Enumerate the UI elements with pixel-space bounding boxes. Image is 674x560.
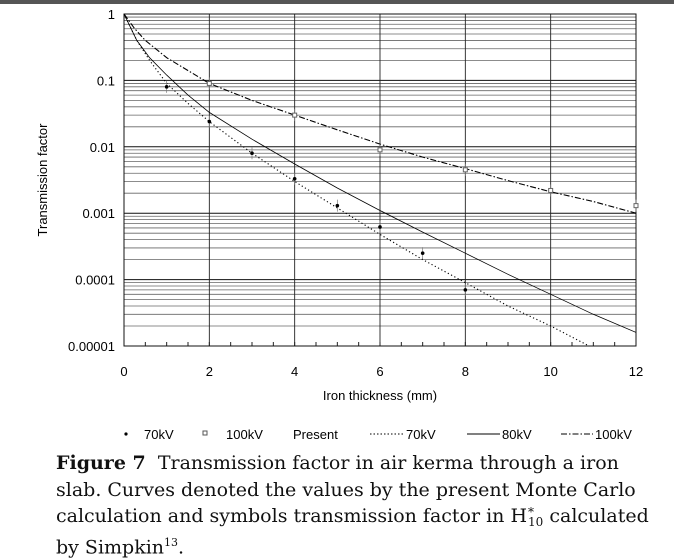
reference-number: 13 (164, 535, 179, 549)
legend-70kv-symbol: 70kV (144, 427, 174, 442)
data-point-70kv (420, 251, 425, 255)
legend-100kv-curve: 100kV (595, 427, 632, 442)
legend-present: Present (293, 427, 338, 442)
data-point-70kv (335, 203, 340, 208)
figure-caption: Figure 7 Transmission factor in air kerm… (56, 450, 656, 560)
data-point-70kv (463, 288, 468, 292)
data-point-100kv (292, 112, 298, 118)
data-point-100kv (377, 147, 383, 153)
data-point-100kv (633, 203, 639, 209)
tick-labels: 0 2 4 6 8 10 12 1 0.1 0.01 0.001 0.0001 0.00001 (68, 7, 643, 379)
figure-label: Figure 7 (56, 452, 146, 474)
curves (123, 13, 637, 347)
data-point-70kv (164, 85, 169, 89)
legend-70kv-curve: 70kV (406, 427, 436, 442)
x-tick-label: 2 (206, 364, 213, 379)
h-superscript: * (528, 505, 535, 519)
y-axis-label: Transmission factor (35, 123, 50, 237)
data-point-70kv (292, 176, 297, 181)
caption-text: Transmission factor in air kerma through… (56, 452, 636, 527)
y-tick-label: 0.001 (82, 206, 115, 221)
data-points (164, 77, 639, 296)
grid (123, 13, 637, 347)
x-tick-label: 4 (291, 364, 298, 379)
legend-100kv-symbol: 100kV (226, 427, 263, 442)
data-point-70kv (378, 225, 382, 229)
legend-80kv-curve: 80kV (502, 427, 532, 442)
x-tick-label: 10 (543, 364, 557, 379)
data-point-70kv (207, 119, 212, 124)
x-tick-label: 8 (462, 364, 469, 379)
legend-dot-marker (124, 432, 128, 436)
y-tick-label: 0.00001 (68, 339, 115, 354)
curve-present-70kv (123, 13, 590, 347)
data-point-100kv (548, 187, 554, 193)
legend: 70kV 100kV Present 70kV 80kV 100kV (124, 427, 632, 442)
legend-square-marker (202, 430, 208, 436)
caption-end: . (178, 535, 185, 558)
y-tick-label: 1 (108, 7, 115, 22)
curve-present-80kv (123, 13, 637, 333)
data-point-70kv (250, 151, 254, 156)
x-tick-label: 0 (120, 364, 127, 379)
transmission-chart: 0 2 4 6 8 10 12 1 0.1 0.01 0.001 0.0001 0.00001 Iron… (35, 7, 643, 442)
window-top-border (0, 0, 674, 4)
data-point-100kv (206, 80, 212, 86)
curve-present-100kv (123, 13, 637, 214)
h-symbol: H (510, 505, 528, 527)
x-tick-label: 6 (376, 364, 383, 379)
x-axis-label: Iron thickness (mm) (323, 388, 437, 403)
caption-text-2: calculated by Simpkin (56, 505, 649, 558)
x-tick-label: 12 (629, 364, 643, 379)
data-point-100kv (462, 167, 468, 173)
y-tick-label: 0.0001 (75, 273, 115, 288)
y-tick-label: 0.01 (90, 140, 115, 155)
y-tick-label: 0.1 (97, 73, 115, 88)
plot-frame (123, 13, 637, 347)
h-subscript: 10 (528, 515, 544, 529)
